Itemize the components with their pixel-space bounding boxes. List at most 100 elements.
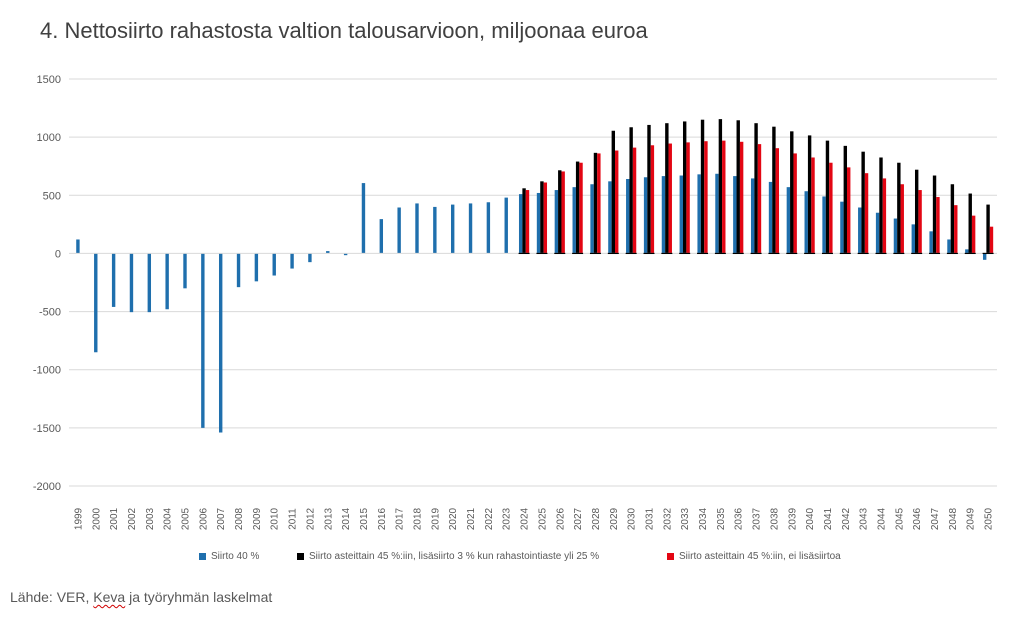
legend: Siirto 40 % Siirto asteittain 45 %:iin, … — [0, 551, 1024, 567]
bar-lisasiirto-2039 — [790, 131, 794, 254]
bar-lisasiirto-2049 — [968, 193, 972, 254]
bar-siirto-40-2001 — [111, 253, 116, 307]
legend-label: Siirto asteittain 45 %:iin, lisäsiirto 3… — [309, 551, 600, 562]
bar-ei-lisasiirtoa-2041 — [829, 162, 833, 254]
bar-ei-lisasiirtoa-2040 — [811, 157, 815, 254]
bar-siirto-40-2003 — [147, 253, 152, 313]
x-tick-label: 2046 — [912, 507, 923, 530]
bar-lisasiirto-2033 — [682, 121, 687, 254]
bar-ei-lisasiirtoa-2048 — [954, 205, 958, 254]
bar-siirto-40-2034 — [697, 174, 701, 254]
bar-ei-lisasiirtoa-2046 — [918, 190, 922, 254]
x-tick-label: 2047 — [930, 507, 941, 530]
bar-ei-lisasiirtoa-2034 — [704, 141, 708, 254]
x-tick-label: 2035 — [716, 507, 727, 530]
x-tick-label: 2016 — [377, 507, 388, 530]
bar-siirto-40-2020 — [450, 204, 455, 254]
x-tick-label: 2042 — [841, 507, 852, 530]
source-note: Lähde: VER, Keva ja työryhmän laskelmat — [10, 589, 272, 605]
x-tick-label: 2039 — [787, 507, 798, 530]
bar-lisasiirto-2034 — [700, 119, 705, 254]
bar-siirto-40-2027 — [572, 187, 576, 254]
bar-siirto-40-2006 — [201, 253, 205, 428]
legend-item-siirto-40: Siirto 40 % — [199, 551, 259, 562]
x-axis-tick-labels: 1999 2000 2001 2002 2003 2004 2005 2006 2007 2008… — [73, 507, 994, 530]
bar-siirto-40-2041 — [822, 196, 826, 254]
x-tick-label: 2029 — [609, 507, 620, 530]
bar-ei-lisasiirtoa-2050 — [989, 226, 994, 254]
bar-ei-lisasiirtoa-2033 — [686, 142, 690, 254]
x-tick-label: 2041 — [823, 507, 834, 530]
bar-siirto-40-2033 — [679, 175, 683, 254]
bar-siirto-40-2026 — [554, 190, 559, 254]
bar-siirto-40-2012 — [308, 253, 312, 263]
bar-lisasiirto-2044 — [879, 157, 883, 254]
bar-siirto-40-2042 — [840, 201, 844, 254]
y-tick-label: -500 — [39, 307, 61, 319]
bar-siirto-40-2013 — [326, 251, 330, 254]
bar-siirto-40-2002 — [129, 253, 134, 313]
x-tick-label: 2031 — [645, 507, 656, 530]
bar-ei-lisasiirtoa-2038 — [775, 148, 780, 254]
bar-lisasiirto-2048 — [950, 184, 955, 254]
bar-ei-lisasiirtoa-2024 — [525, 190, 530, 254]
source-suffix: ja työryhmän laskelmat — [125, 589, 273, 605]
bar-chart: 1500 1000 500 0 -500 -1000 -1500 -2000 1999 2000… — [33, 74, 997, 530]
bar-ei-lisasiirtoa-2049 — [971, 215, 976, 254]
bar-siirto-40-2040 — [804, 191, 808, 254]
bar-siirto-40-2037 — [750, 178, 755, 254]
bar-siirto-40-2009 — [254, 253, 259, 282]
x-tick-label: 2025 — [537, 507, 548, 530]
bar-ei-lisasiirtoa-2026 — [561, 171, 565, 254]
x-tick-label: 2034 — [698, 507, 709, 530]
bar-siirto-40-2049 — [965, 249, 969, 254]
bar-siirto-40-2018 — [415, 203, 419, 254]
source-keva: Keva — [93, 589, 126, 605]
bar-siirto-40-2031 — [643, 177, 648, 254]
bar-siirto-40-2022 — [486, 202, 491, 254]
bar-siirto-40-2038 — [768, 181, 773, 254]
bar-ei-lisasiirtoa-2028 — [597, 153, 601, 254]
x-tick-label: 2008 — [234, 507, 245, 530]
chart-title: 4. Nettosiirto rahastosta valtion talous… — [40, 18, 648, 43]
bar-siirto-40-2039 — [786, 187, 791, 254]
bar-ei-lisasiirtoa-2045 — [900, 184, 904, 254]
bar-ei-lisasiirtoa-2042 — [847, 167, 851, 254]
bar-siirto-40-2025 — [536, 192, 541, 254]
bar-siirto-40-2023 — [504, 197, 508, 254]
bar-siirto-40-2021 — [468, 203, 473, 254]
x-tick-label: 2010 — [270, 507, 281, 530]
x-tick-label: 2027 — [573, 507, 584, 530]
bar-siirto-40-2007 — [218, 253, 223, 433]
bar-siirto-40-2010 — [272, 253, 276, 276]
legend-item-lisasiirto: Siirto asteittain 45 %:iin, lisäsiirto 3… — [297, 551, 599, 562]
bar-lisasiirto-2032 — [665, 123, 669, 254]
y-tick-label: -1000 — [33, 365, 61, 377]
legend-label: Siirto asteittain 45 %:iin, ei lisäsiirt… — [679, 551, 841, 562]
bar-ei-lisasiirtoa-2039 — [793, 153, 797, 254]
x-tick-label: 2021 — [466, 507, 477, 530]
bar-ei-lisasiirtoa-2037 — [757, 144, 762, 254]
bar-lisasiirto-2025 — [540, 181, 544, 254]
bar-lisasiirto-2037 — [754, 123, 758, 254]
x-tick-label: 2024 — [520, 507, 531, 530]
bar-siirto-40-2008 — [236, 253, 241, 288]
bar-siirto-40-2024 — [518, 194, 523, 254]
y-tick-label: 500 — [43, 190, 61, 202]
bar-lisasiirto-2046 — [914, 169, 919, 254]
x-tick-label: 2040 — [805, 507, 816, 530]
bar-lisasiirto-2043 — [861, 151, 865, 254]
bar-lisasiirto-2030 — [629, 127, 633, 254]
x-tick-label: 2033 — [680, 507, 691, 530]
bar-ei-lisasiirtoa-2030 — [632, 147, 637, 254]
x-tick-label: 1999 — [73, 507, 84, 530]
bar-ei-lisasiirtoa-2047 — [936, 197, 940, 254]
bar-lisasiirto-2040 — [807, 135, 812, 254]
bar-lisasiirto-2026 — [558, 170, 562, 254]
bar-ei-lisasiirtoa-2029 — [615, 150, 619, 254]
x-tick-label: 2004 — [163, 507, 174, 530]
bar-siirto-40-2016 — [379, 219, 384, 254]
y-axis-tick-labels: 1500 1000 500 0 -500 -1000 -1500 -2000 — [33, 74, 61, 493]
bar-siirto-40-2047 — [929, 231, 933, 254]
bar-lisasiirto-2028 — [593, 152, 598, 254]
